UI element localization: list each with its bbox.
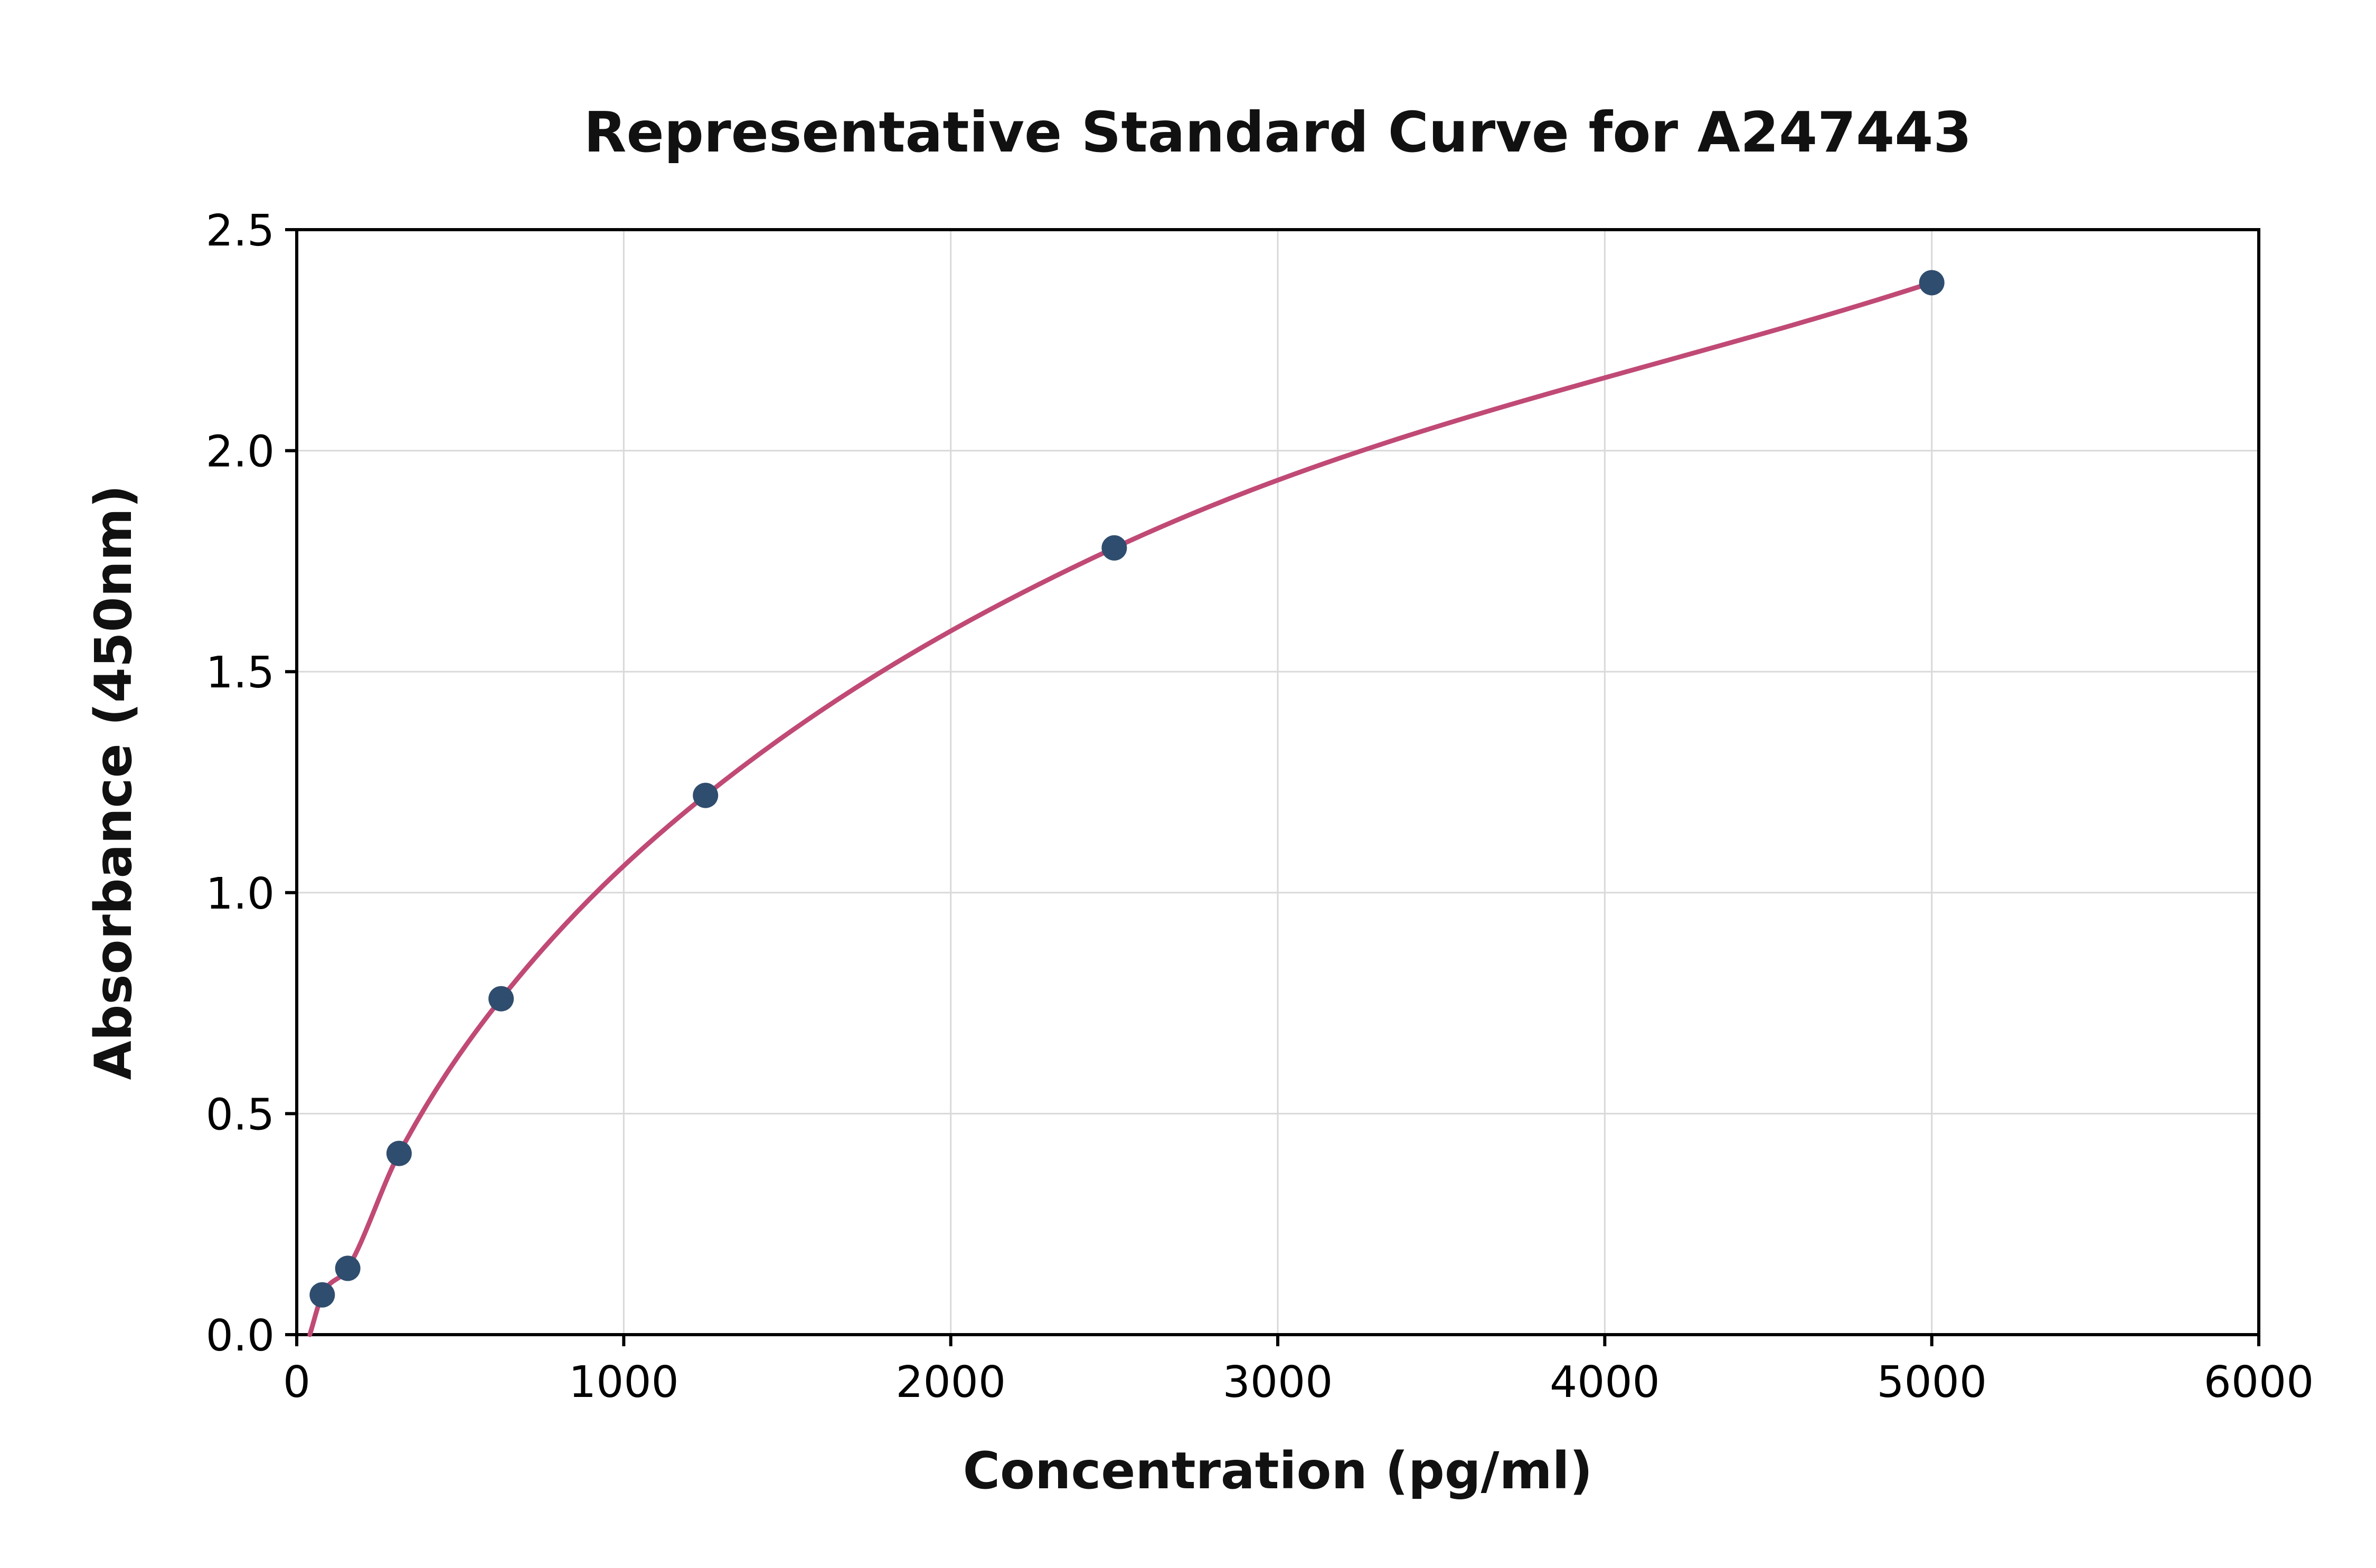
data-point [488, 986, 514, 1012]
x-tick-label: 5000 [1877, 1357, 1987, 1408]
data-point [1101, 535, 1127, 561]
x-tick-label: 4000 [1550, 1357, 1660, 1408]
data-point [309, 1282, 335, 1308]
y-tick-label: 1.0 [206, 869, 275, 919]
standard-curve-line [307, 280, 1935, 1337]
x-tick-label: 6000 [2204, 1357, 2314, 1408]
y-tick-label: 0.0 [206, 1311, 275, 1361]
y-tick-label: 2.0 [206, 427, 275, 477]
y-tick-label: 2.5 [206, 206, 275, 256]
y-tick-label: 1.5 [206, 648, 275, 698]
data-point [335, 1255, 361, 1281]
chart-title: Representative Standard Curve for A24744… [583, 100, 1972, 165]
x-axis-label: Concentration (pg/ml) [963, 1441, 1593, 1500]
x-tick-label: 3000 [1223, 1357, 1333, 1408]
data-point [693, 782, 719, 808]
x-tick-label: 2000 [895, 1357, 1006, 1408]
x-tick-label: 1000 [569, 1357, 679, 1408]
y-tick-label: 0.5 [206, 1090, 275, 1140]
data-point [1919, 270, 1945, 296]
data-point [386, 1140, 412, 1166]
x-tick-label: 0 [283, 1357, 310, 1408]
